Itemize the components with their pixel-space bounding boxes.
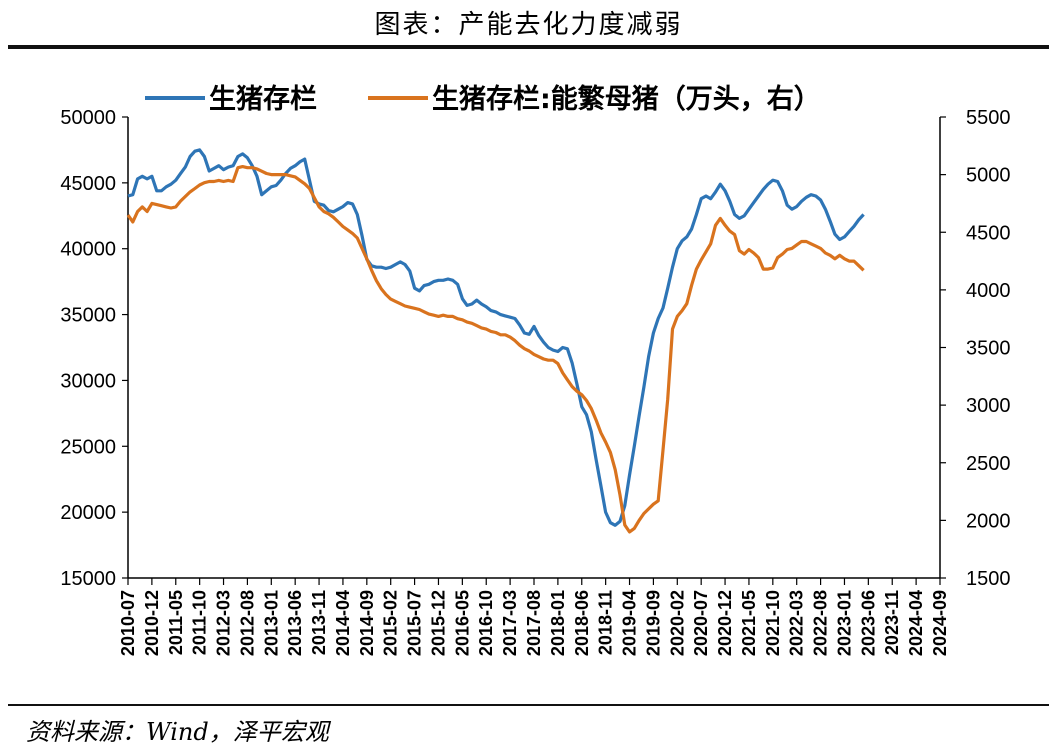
x-tick-label: 2016-05 xyxy=(452,590,472,656)
x-tick-label: 2020-02 xyxy=(667,590,687,656)
x-tick-label: 2023-11 xyxy=(882,590,902,655)
legend-label: 生猪存栏:能繁母猪（万头，右） xyxy=(432,83,821,115)
x-tick-label: 2015-07 xyxy=(405,590,425,656)
x-tick-label: 2021-05 xyxy=(739,590,759,656)
x-tick-label: 2023-06 xyxy=(858,590,878,656)
chart-title: 图表：产能去化力度减弱 xyxy=(374,10,683,40)
x-tick-label: 2018-06 xyxy=(572,590,592,656)
y-left-tick-label: 25000 xyxy=(60,436,116,458)
series-line-hog-inventory xyxy=(127,148,865,527)
x-tick-label: 2016-10 xyxy=(476,590,496,656)
y-right-tick-label: 5500 xyxy=(966,107,1011,129)
x-tick-label: 2022-03 xyxy=(787,590,807,656)
x-tick-label: 2020-12 xyxy=(715,590,735,656)
x-tick-label: 2024-09 xyxy=(930,590,950,656)
x-tick-label: 2011-10 xyxy=(190,590,210,655)
legend-label: 生猪存栏 xyxy=(209,84,317,115)
y-right-tick-label: 3000 xyxy=(966,395,1011,417)
x-tick-label: 2017-08 xyxy=(524,590,544,656)
chart-series xyxy=(126,148,865,534)
chart-axes: 15000 20000 25000 30000 35000 40000 45000 50000… xyxy=(60,107,1010,656)
x-tick-label: 2019-04 xyxy=(620,590,640,656)
x-tick-label: 2018-11 xyxy=(596,590,616,655)
y-left-tick-label: 35000 xyxy=(60,305,116,327)
y-left-tick-label: 30000 xyxy=(60,370,116,392)
y-left-tick-label: 15000 xyxy=(60,568,116,590)
x-tick-label: 2013-01 xyxy=(261,590,281,656)
x-tick-label: 2013-11 xyxy=(309,590,329,655)
y-right-tick-label: 4500 xyxy=(966,222,1011,244)
x-tick-label: 2010-07 xyxy=(118,590,138,656)
y-left-tick-label: 50000 xyxy=(60,107,116,129)
chart-legend: 生猪存栏 生猪存栏:能繁母猪（万头，右） xyxy=(145,83,821,115)
x-tick-label: 2021-10 xyxy=(763,590,783,656)
y-left-tick-label: 20000 xyxy=(60,502,116,524)
x-tick-label: 2017-03 xyxy=(500,590,520,656)
x-tick-label: 2013-06 xyxy=(285,590,305,656)
x-tick-label: 2010-12 xyxy=(142,590,162,656)
x-tick-label: 2023-01 xyxy=(834,590,854,656)
x-tick-label: 2015-12 xyxy=(428,590,448,656)
x-tick-label: 2014-09 xyxy=(357,590,377,656)
y-right-tick-label: 1500 xyxy=(966,568,1011,590)
y-right-tick-label: 4000 xyxy=(966,280,1011,302)
y-right-tick-label: 3500 xyxy=(966,338,1011,360)
y-left-tick-label: 40000 xyxy=(60,239,116,261)
x-tick-label: 2022-08 xyxy=(811,590,831,656)
chart: 15000 20000 25000 30000 35000 40000 45000 50000… xyxy=(60,83,1010,656)
x-tick-label: 2011-05 xyxy=(166,590,186,655)
x-tick-label: 2020-07 xyxy=(691,590,711,656)
x-tick-label: 2015-02 xyxy=(381,590,401,656)
x-tick-label: 2014-04 xyxy=(333,590,353,656)
source-note: 资料来源：Wind，泽平宏观 xyxy=(26,718,329,746)
y-right-tick-label: 2000 xyxy=(966,510,1011,532)
x-tick-label: 2024-04 xyxy=(906,590,926,656)
x-tick-label: 2012-03 xyxy=(214,590,234,656)
source-divider xyxy=(8,704,1049,706)
y-left-tick-label: 45000 xyxy=(60,173,116,195)
y-right-tick-label: 2500 xyxy=(966,453,1011,475)
series-line-sow-inventory xyxy=(126,165,865,534)
title-divider xyxy=(8,45,1049,49)
x-tick-label: 2012-08 xyxy=(237,590,257,656)
x-tick-label: 2019-09 xyxy=(643,590,663,656)
y-right-tick-label: 5000 xyxy=(966,165,1011,187)
x-tick-label: 2018-01 xyxy=(548,590,568,656)
